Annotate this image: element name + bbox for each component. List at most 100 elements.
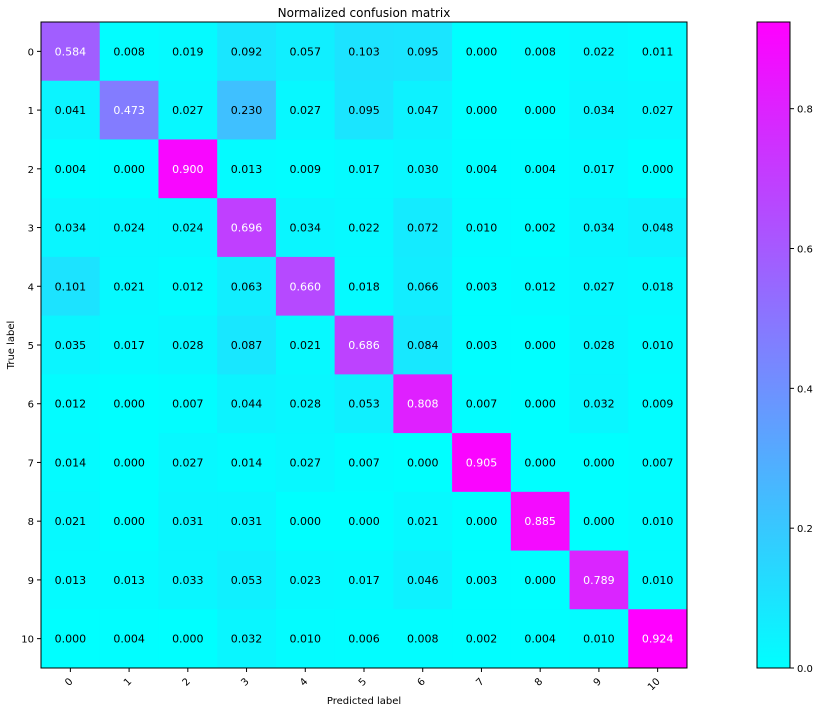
cell-value-label: 0.021 [290, 339, 322, 352]
heatmap-cell [510, 80, 571, 140]
cell-value-label: 0.019 [172, 45, 204, 58]
heatmap-cell [217, 433, 277, 493]
x-tick-label: 3 [239, 676, 251, 688]
colorbar [756, 21, 791, 669]
heatmap-cell [41, 139, 101, 199]
heatmap-cell [628, 433, 688, 493]
heatmap-cell [510, 491, 571, 552]
cell-value-label: 0.034 [290, 222, 322, 235]
y-tick-label: 8 [28, 517, 34, 528]
heatmap-cell [393, 198, 453, 258]
cell-value-label: 0.033 [172, 574, 204, 587]
cell-value-label: 0.024 [113, 222, 145, 235]
cell-value-label: 0.009 [642, 398, 674, 411]
heatmap-cell [99, 22, 159, 82]
y-tick-label: 6 [28, 400, 34, 411]
heatmap-cell [99, 139, 159, 199]
cell-value-label: 0.808 [407, 398, 439, 411]
y-tick-label: 1 [28, 106, 34, 117]
cell-value-label: 0.473 [113, 104, 145, 117]
cell-value-label: 0.000 [583, 515, 615, 528]
cell-value-label: 0.002 [524, 222, 556, 235]
heatmap-cell [334, 433, 394, 493]
cell-value-label: 0.035 [55, 339, 87, 352]
x-tick-label: 2 [181, 676, 193, 688]
heatmap-cell [99, 315, 159, 375]
cell-value-label: 0.924 [642, 633, 674, 646]
colorbar-ticks: 0.0 0.2 0.4 0.6 0.8 [790, 105, 813, 675]
heatmap-cell [99, 80, 159, 140]
cell-value-label: 0.022 [348, 222, 380, 235]
cell-value-label: 0.000 [55, 633, 87, 646]
cell-value-label: 0.000 [113, 163, 145, 176]
cell-value-label: 0.004 [524, 633, 556, 646]
cell-value-label: 0.017 [348, 163, 380, 176]
y-tick-label: 5 [28, 341, 34, 352]
cell-value-label: 0.660 [290, 280, 322, 293]
cell-value-label: 0.003 [466, 574, 498, 587]
cell-value-label: 0.027 [172, 104, 204, 117]
heatmap-cell [510, 315, 571, 375]
heatmap-cell [217, 80, 277, 140]
heatmap-cell [41, 491, 101, 552]
cell-value-label: 0.009 [290, 163, 322, 176]
cell-value-label: 0.885 [524, 515, 556, 528]
cell-value-label: 0.584 [55, 45, 87, 58]
heatmap-cell [569, 550, 629, 610]
cell-value-label: 0.013 [113, 574, 145, 587]
heatmap-cell [628, 80, 688, 140]
heatmap-cell [41, 256, 101, 317]
cell-value-label: 0.012 [55, 398, 87, 411]
cell-value-label: 0.031 [172, 515, 204, 528]
cell-value-label: 0.028 [583, 339, 615, 352]
y-axis-label: True label [6, 321, 17, 371]
cell-value-label: 0.028 [290, 398, 322, 411]
heatmap-cell [41, 198, 101, 258]
cell-value-label: 0.006 [348, 633, 380, 646]
heatmap-cells [41, 22, 688, 669]
cell-value-label: 0.031 [231, 515, 263, 528]
heatmap-cell [334, 315, 394, 375]
cell-value-label: 0.027 [290, 456, 322, 469]
cell-value-label: 0.027 [583, 280, 615, 293]
cell-value-label: 0.084 [407, 339, 439, 352]
heatmap-cell [452, 374, 512, 434]
cell-value-label: 0.000 [524, 104, 556, 117]
heatmap-cell [452, 256, 512, 317]
cell-value-label: 0.000 [172, 633, 204, 646]
y-tick-label: 9 [28, 576, 34, 587]
heatmap-cell [275, 198, 336, 258]
cell-value-label: 0.021 [55, 515, 87, 528]
cell-value-label: 0.004 [55, 163, 87, 176]
cell-value-label: 0.013 [55, 574, 87, 587]
heatmap-cell [158, 315, 218, 375]
cell-value-label: 0.000 [407, 456, 439, 469]
cell-value-label: 0.095 [348, 104, 380, 117]
x-tick-label: 7 [474, 676, 486, 688]
cell-value-label: 0.017 [348, 574, 380, 587]
heatmap-cell [158, 22, 218, 82]
cell-value-label: 0.047 [407, 104, 439, 117]
x-tick-label: 0 [63, 676, 75, 688]
heatmap-cell [41, 433, 101, 493]
heatmap-cell [158, 80, 218, 140]
cell-value-label: 0.004 [466, 163, 498, 176]
heatmap-cell [217, 374, 277, 434]
x-tick-label: 6 [416, 676, 428, 688]
cell-value-label: 0.057 [290, 45, 322, 58]
heatmap-cell [452, 80, 512, 140]
cell-value-label: 0.007 [466, 398, 498, 411]
cell-value-label: 0.053 [231, 574, 263, 587]
heatmap-cell [275, 550, 336, 610]
heatmap-cell [452, 198, 512, 258]
cell-value-label: 0.017 [113, 339, 145, 352]
cell-value-label: 0.048 [642, 222, 674, 235]
cell-value-label: 0.007 [172, 398, 204, 411]
cell-value-label: 0.007 [642, 456, 674, 469]
heatmap-cell [41, 609, 101, 669]
cell-value-label: 0.063 [231, 280, 263, 293]
heatmap-cell [217, 22, 277, 82]
heatmap-cell [628, 315, 688, 375]
heatmap-cell [334, 198, 394, 258]
cell-value-label: 0.000 [113, 398, 145, 411]
